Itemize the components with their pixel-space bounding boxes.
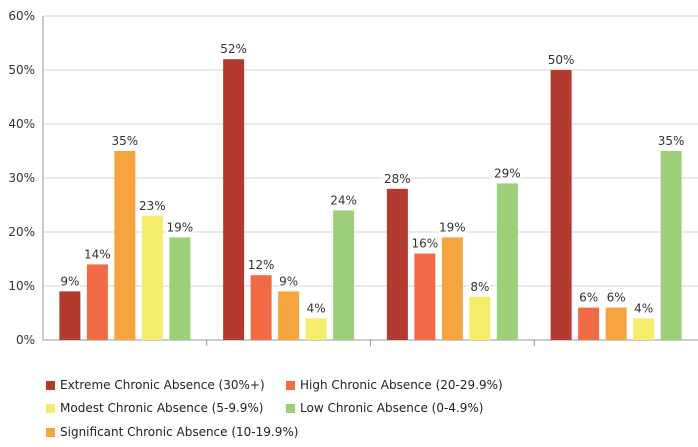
x-tick-label: Special Ed <box>258 349 320 350</box>
legend-swatch <box>286 403 295 413</box>
bar <box>633 318 655 340</box>
data-label: 9% <box>279 274 298 288</box>
data-label: 19% <box>439 220 466 234</box>
legend-item: Modest Chronic Absence (5-9.9%) <box>46 401 264 415</box>
data-label: 8% <box>470 280 489 294</box>
x-tick-label: Regular <box>102 349 148 350</box>
x-tick-label: Alternative <box>583 349 649 350</box>
legend-swatch <box>46 403 55 413</box>
bar <box>250 275 272 340</box>
data-label: 35% <box>658 134 685 148</box>
data-label: 28% <box>384 172 411 186</box>
y-tick-label: 40% <box>8 117 35 131</box>
legend-item: High Chronic Absence (20-29.9%) <box>286 378 503 392</box>
bar <box>59 291 81 340</box>
bar <box>578 307 600 340</box>
data-label: 23% <box>139 199 166 213</box>
legend-swatch <box>46 380 55 390</box>
bar <box>223 59 245 340</box>
data-label: 9% <box>60 274 79 288</box>
y-tick-label: 20% <box>8 225 35 239</box>
data-label: 24% <box>330 193 357 207</box>
bar <box>414 253 436 340</box>
y-tick-label: 10% <box>8 279 35 293</box>
legend-label: Significant Chronic Absence (10-19.9%) <box>60 425 299 439</box>
bar <box>660 151 682 340</box>
legend-item: Extreme Chronic Absence (30%+) <box>46 378 265 392</box>
legend-item: Low Chronic Absence (0-4.9%) <box>286 401 483 415</box>
data-label: 4% <box>307 301 326 315</box>
data-label: 6% <box>579 291 598 305</box>
bar <box>278 291 300 340</box>
y-tick-label: 30% <box>8 171 35 185</box>
y-tick-label: 50% <box>8 63 35 77</box>
data-label: 12% <box>248 258 275 272</box>
bar <box>605 307 627 340</box>
data-label: 16% <box>412 237 439 251</box>
y-tick-label: 60% <box>8 9 35 23</box>
bar <box>333 210 355 340</box>
bar <box>550 70 572 340</box>
legend-swatch <box>46 427 55 437</box>
data-label: 29% <box>494 166 521 180</box>
bar <box>114 151 136 340</box>
legend-label: Modest Chronic Absence (5-9.9%) <box>60 401 264 415</box>
legend-item: Significant Chronic Absence (10-19.9%) <box>46 425 298 439</box>
bar <box>169 237 191 340</box>
data-label: 6% <box>607 291 626 305</box>
data-label: 19% <box>167 220 194 234</box>
data-label: 52% <box>220 42 247 56</box>
bar <box>469 296 491 340</box>
x-tick-label: Vocational <box>421 349 483 350</box>
bar-chart: 0%10%20%30%40%50%60%9%14%35%23%19%Regula… <box>8 9 698 350</box>
bar <box>305 318 327 340</box>
bar <box>86 264 108 340</box>
bar <box>141 215 163 340</box>
legend-swatch <box>286 380 295 390</box>
bar <box>441 237 463 340</box>
legend: Extreme Chronic Absence (30%+) High Chron… <box>46 378 646 446</box>
legend-label: Low Chronic Absence (0-4.9%) <box>300 401 484 415</box>
data-label: 14% <box>84 247 111 261</box>
bar <box>496 183 518 340</box>
data-label: 35% <box>112 134 139 148</box>
y-tick-label: 0% <box>16 333 35 347</box>
bar <box>386 188 408 340</box>
data-label: 4% <box>634 301 653 315</box>
data-label: 50% <box>548 53 575 67</box>
legend-label: Extreme Chronic Absence (30%+) <box>60 378 265 392</box>
legend-label: High Chronic Absence (20-29.9%) <box>300 378 503 392</box>
